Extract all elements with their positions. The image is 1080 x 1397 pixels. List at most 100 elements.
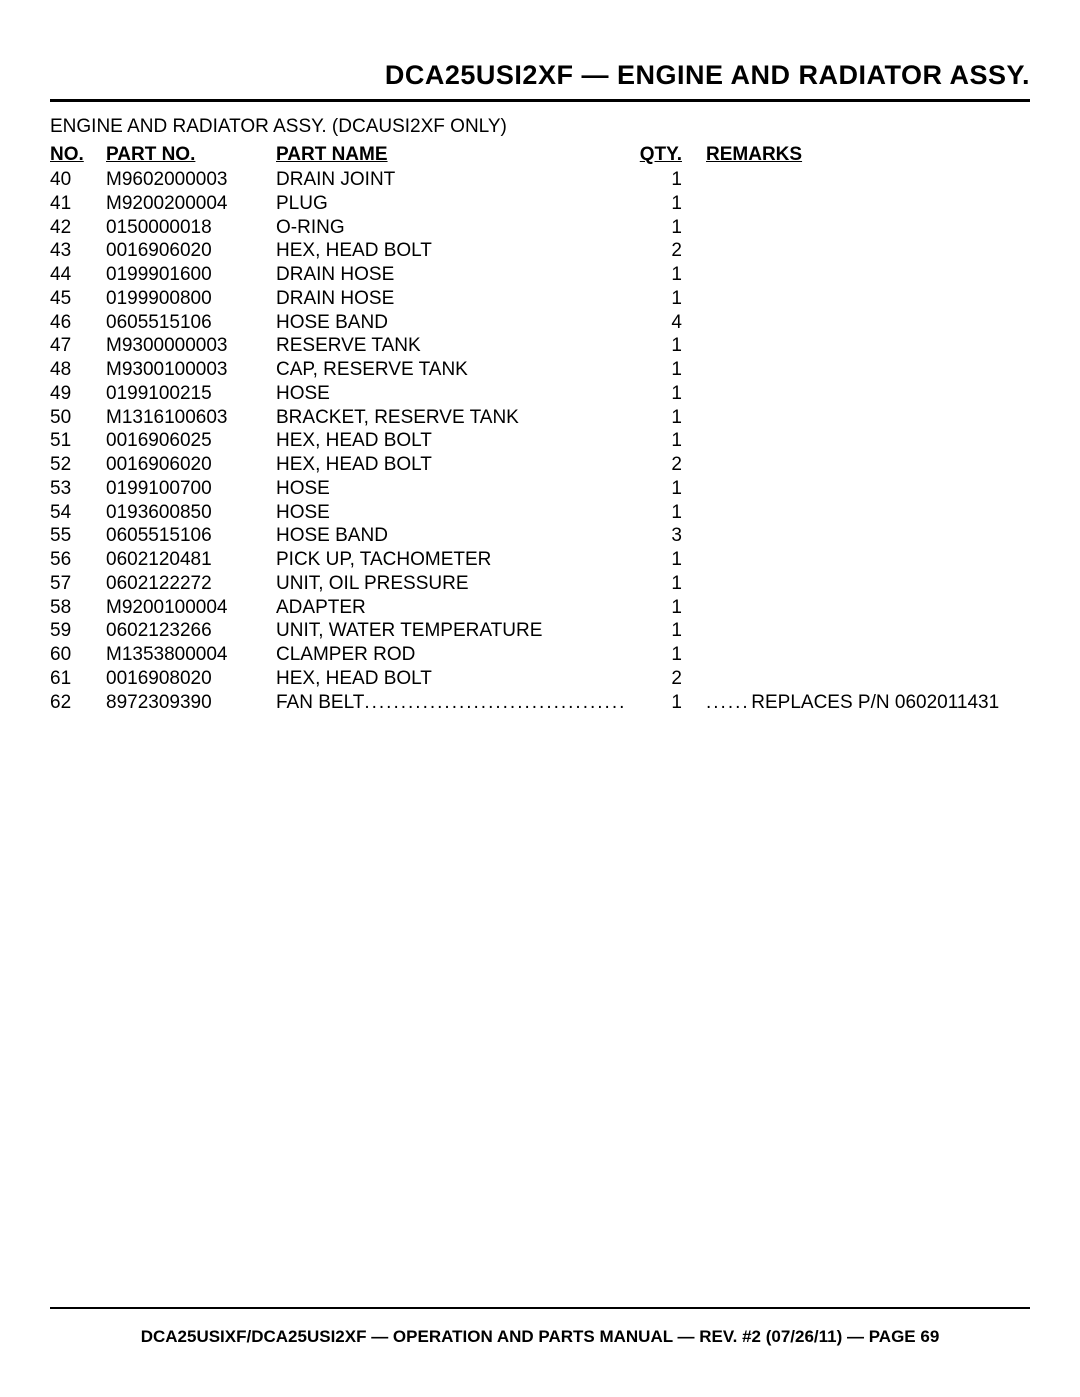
cell-qty: 1 bbox=[636, 501, 706, 525]
cell-part-name: UNIT, WATER TEMPERATURE bbox=[276, 619, 636, 643]
table-row: 628972309390FAN BELT....................… bbox=[50, 691, 1030, 715]
cell-part-no: 8972309390 bbox=[106, 691, 276, 715]
cell-no: 54 bbox=[50, 501, 106, 525]
table-row: 58M9200100004ADAPTER1 bbox=[50, 596, 1030, 620]
cell-part-name: DRAIN HOSE bbox=[276, 287, 636, 311]
cell-remarks bbox=[706, 619, 1030, 643]
table-row: 530199100700HOSE1 bbox=[50, 477, 1030, 501]
cell-remarks bbox=[706, 334, 1030, 358]
cell-qty: 1 bbox=[636, 572, 706, 596]
table-row: 570602122272UNIT, OIL PRESSURE1 bbox=[50, 572, 1030, 596]
cell-part-no: 0602123266 bbox=[106, 619, 276, 643]
cell-no: 40 bbox=[50, 168, 106, 192]
page-title: DCA25USI2XF — ENGINE AND RADIATOR ASSY. bbox=[50, 60, 1030, 91]
cell-no: 60 bbox=[50, 643, 106, 667]
parts-table: NO. PART NO. PART NAME QTY. REMARKS 40M9… bbox=[50, 144, 1030, 714]
table-row: 490199100215HOSE1 bbox=[50, 382, 1030, 406]
cell-qty: 1 bbox=[636, 691, 706, 715]
cell-part-name: HEX, HEAD BOLT bbox=[276, 667, 636, 691]
cell-no: 48 bbox=[50, 358, 106, 382]
cell-part-no: 0016908020 bbox=[106, 667, 276, 691]
cell-part-name: HOSE bbox=[276, 501, 636, 525]
cell-qty: 1 bbox=[636, 287, 706, 311]
cell-part-name: HOSE BAND bbox=[276, 524, 636, 548]
cell-no: 47 bbox=[50, 334, 106, 358]
cell-part-no: 0150000018 bbox=[106, 216, 276, 240]
cell-qty: 2 bbox=[636, 239, 706, 263]
cell-part-no: 0016906020 bbox=[106, 453, 276, 477]
table-row: 41M9200200004PLUG1 bbox=[50, 192, 1030, 216]
cell-no: 44 bbox=[50, 263, 106, 287]
table-row: 590602123266UNIT, WATER TEMPERATURE1 bbox=[50, 619, 1030, 643]
cell-remarks bbox=[706, 216, 1030, 240]
cell-qty: 1 bbox=[636, 429, 706, 453]
cell-qty: 1 bbox=[636, 192, 706, 216]
table-row: 48M9300100003CAP, RESERVE TANK1 bbox=[50, 358, 1030, 382]
cell-part-name: FAN BELT................................… bbox=[276, 691, 636, 715]
cell-remarks bbox=[706, 453, 1030, 477]
col-header-no: NO. bbox=[50, 144, 106, 168]
page-footer: DCA25USIXF/DCA25USI2XF — OPERATION AND P… bbox=[50, 1307, 1030, 1347]
cell-part-no: M9300100003 bbox=[106, 358, 276, 382]
cell-part-no: 0199900800 bbox=[106, 287, 276, 311]
cell-no: 55 bbox=[50, 524, 106, 548]
cell-part-no: M9200100004 bbox=[106, 596, 276, 620]
cell-remarks bbox=[706, 239, 1030, 263]
col-header-part-no: PART NO. bbox=[106, 144, 276, 168]
cell-part-name: O-RING bbox=[276, 216, 636, 240]
cell-qty: 2 bbox=[636, 453, 706, 477]
cell-part-name: CLAMPER ROD bbox=[276, 643, 636, 667]
cell-no: 52 bbox=[50, 453, 106, 477]
cell-qty: 4 bbox=[636, 311, 706, 335]
cell-remarks bbox=[706, 667, 1030, 691]
cell-part-name: HOSE BAND bbox=[276, 311, 636, 335]
cell-remarks bbox=[706, 572, 1030, 596]
cell-part-name: ADAPTER bbox=[276, 596, 636, 620]
cell-part-name: PLUG bbox=[276, 192, 636, 216]
cell-remarks bbox=[706, 358, 1030, 382]
footer-text: DCA25USIXF/DCA25USI2XF — OPERATION AND P… bbox=[50, 1327, 1030, 1347]
cell-qty: 3 bbox=[636, 524, 706, 548]
cell-no: 59 bbox=[50, 619, 106, 643]
cell-no: 57 bbox=[50, 572, 106, 596]
col-header-qty: QTY. bbox=[636, 144, 706, 168]
cell-remarks bbox=[706, 596, 1030, 620]
cell-remarks bbox=[706, 643, 1030, 667]
cell-qty: 1 bbox=[636, 358, 706, 382]
cell-qty: 1 bbox=[636, 216, 706, 240]
cell-remarks bbox=[706, 168, 1030, 192]
table-row: 430016906020HEX, HEAD BOLT2 bbox=[50, 239, 1030, 263]
cell-part-no: M9602000003 bbox=[106, 168, 276, 192]
cell-part-name: CAP, RESERVE TANK bbox=[276, 358, 636, 382]
cell-qty: 1 bbox=[636, 168, 706, 192]
cell-qty: 1 bbox=[636, 477, 706, 501]
table-row: 540193600850HOSE1 bbox=[50, 501, 1030, 525]
table-row: 60M1353800004CLAMPER ROD1 bbox=[50, 643, 1030, 667]
cell-part-name: HEX, HEAD BOLT bbox=[276, 453, 636, 477]
cell-remarks bbox=[706, 382, 1030, 406]
cell-no: 61 bbox=[50, 667, 106, 691]
cell-remarks bbox=[706, 192, 1030, 216]
cell-no: 49 bbox=[50, 382, 106, 406]
cell-remarks bbox=[706, 287, 1030, 311]
cell-part-name: HEX, HEAD BOLT bbox=[276, 239, 636, 263]
cell-qty: 1 bbox=[636, 596, 706, 620]
cell-part-name: RESERVE TANK bbox=[276, 334, 636, 358]
cell-part-name: PICK UP, TACHOMETER bbox=[276, 548, 636, 572]
table-row: 420150000018O-RING1 bbox=[50, 216, 1030, 240]
cell-part-no: M1353800004 bbox=[106, 643, 276, 667]
cell-part-no: 0605515106 bbox=[106, 524, 276, 548]
cell-part-no: 0016906020 bbox=[106, 239, 276, 263]
cell-remarks bbox=[706, 429, 1030, 453]
title-rule bbox=[50, 99, 1030, 102]
cell-qty: 2 bbox=[636, 667, 706, 691]
table-row: 510016906025HEX, HEAD BOLT1 bbox=[50, 429, 1030, 453]
table-row: 560602120481PICK UP, TACHOMETER1 bbox=[50, 548, 1030, 572]
cell-no: 58 bbox=[50, 596, 106, 620]
cell-qty: 1 bbox=[636, 643, 706, 667]
table-row: 460605515106HOSE BAND4 bbox=[50, 311, 1030, 335]
cell-remarks bbox=[706, 501, 1030, 525]
table-row: 50M1316100603BRACKET, RESERVE TANK1 bbox=[50, 406, 1030, 430]
cell-remarks bbox=[706, 477, 1030, 501]
cell-qty: 1 bbox=[636, 334, 706, 358]
